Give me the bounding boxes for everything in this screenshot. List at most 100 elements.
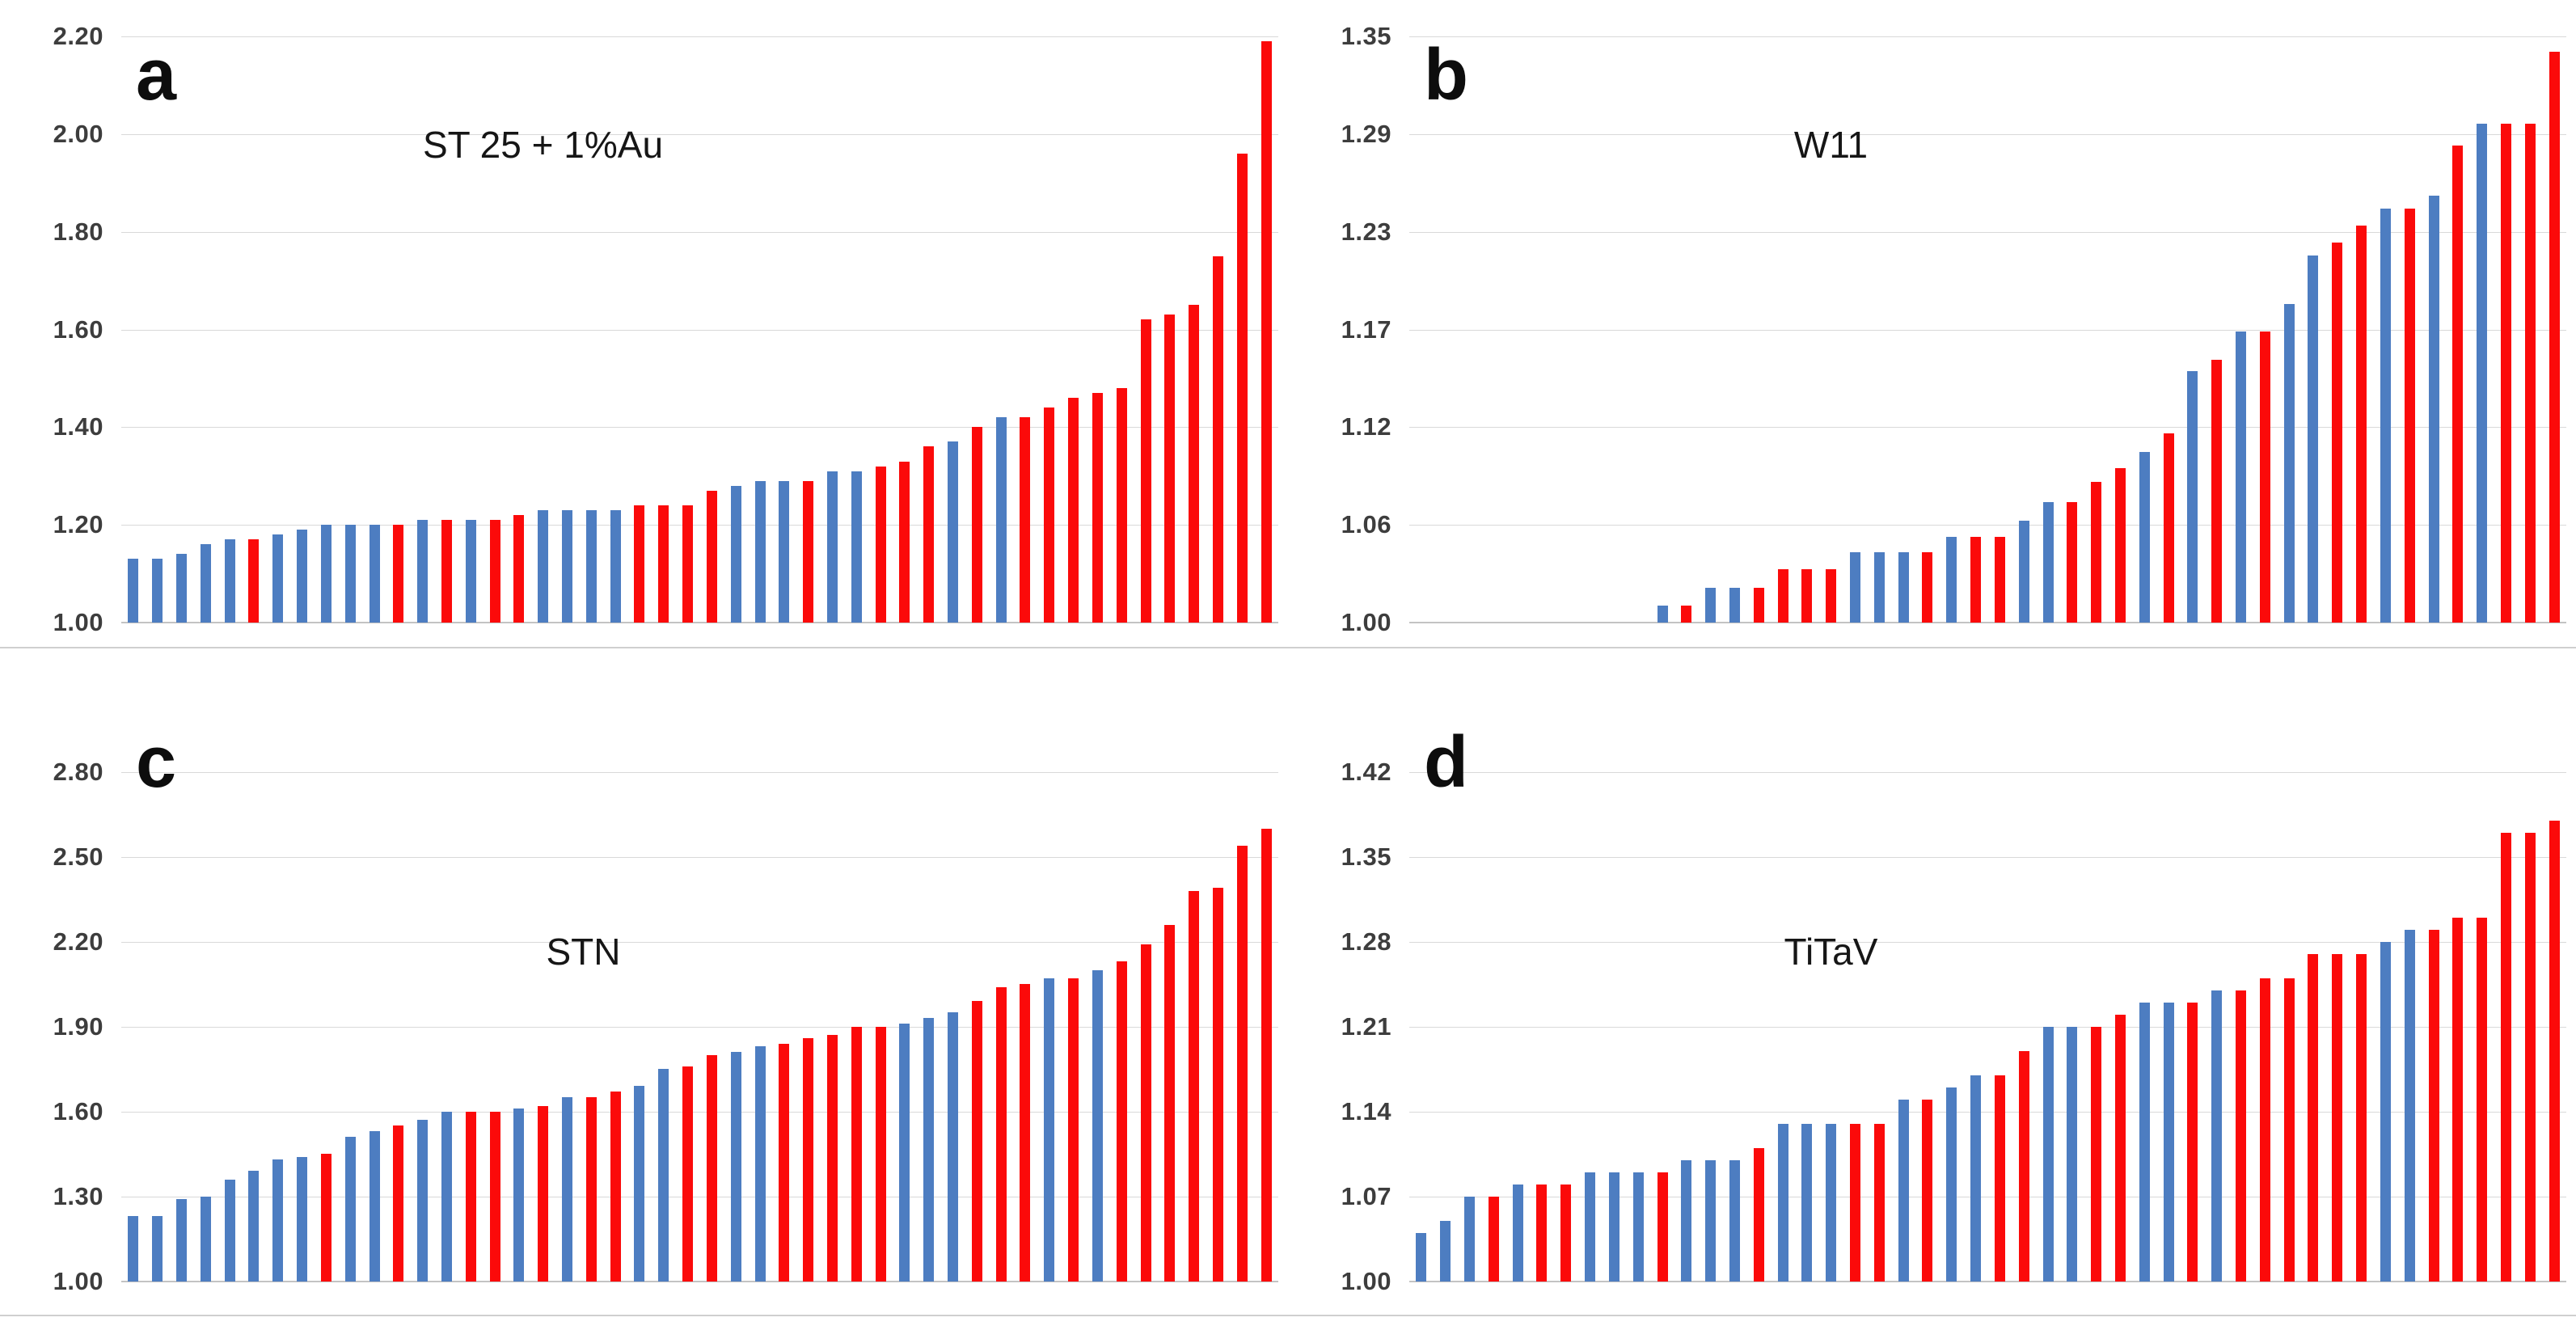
- bar-slot: [315, 36, 339, 623]
- y-tick-label: 1.60: [53, 315, 103, 344]
- bar-blue: [826, 471, 838, 623]
- bar-slot: [1062, 772, 1086, 1282]
- bar-slot: [2060, 772, 2084, 1282]
- bar-slot: [724, 772, 748, 1282]
- bar-red: [1560, 1185, 1572, 1282]
- bar-slot: [772, 36, 796, 623]
- bar-slot: [2397, 36, 2422, 623]
- bar-slot: [2374, 772, 2398, 1282]
- bar-slot: [315, 772, 339, 1282]
- bar-red: [1488, 1197, 1499, 1282]
- bar-red: [489, 1112, 500, 1282]
- bar-blue: [2139, 452, 2150, 623]
- bar-slot: [579, 772, 603, 1282]
- bar-slot: [1254, 36, 1278, 623]
- bar-blue: [200, 1197, 211, 1282]
- bar-slot: [1988, 36, 2012, 623]
- bar-red: [2236, 990, 2247, 1282]
- bar-red: [1189, 305, 1200, 623]
- bar-red: [2500, 124, 2511, 623]
- bar-blue: [1657, 606, 1668, 623]
- bar-slot: [531, 36, 555, 623]
- bar-slot: [676, 36, 700, 623]
- bar-red: [1850, 1124, 1861, 1282]
- bar-slot: [1206, 36, 1231, 623]
- bar-series: [1409, 772, 2566, 1282]
- bar-red: [971, 427, 982, 623]
- bar-slot: [1109, 772, 1134, 1282]
- bar-red: [995, 987, 1007, 1282]
- bar-red: [1164, 925, 1176, 1282]
- bar-slot: [531, 772, 555, 1282]
- bar-slot: [2109, 772, 2133, 1282]
- bar-slot: [989, 772, 1013, 1282]
- bar-slot: [458, 36, 483, 623]
- bar-slot: [2325, 36, 2350, 623]
- bar-slot: [1650, 772, 1674, 1282]
- gridline: [1409, 857, 2566, 858]
- gridline: [1409, 427, 2566, 429]
- bar-series: [1409, 36, 2566, 623]
- bar-slot: [242, 772, 266, 1282]
- bar-slot: [1940, 36, 1964, 623]
- bar-blue: [754, 481, 766, 623]
- bar-red: [2259, 978, 2270, 1282]
- bar-red: [489, 520, 500, 623]
- bar-slot: [1578, 772, 1603, 1282]
- bar-slot: [338, 36, 362, 623]
- panel-letter-c: c: [136, 722, 177, 803]
- axis-bottom-rule: [0, 647, 1288, 648]
- bar-blue: [948, 441, 959, 623]
- bar-slot: [555, 36, 580, 623]
- y-axis-a: 1.00 1.20 1.40 1.60 1.80 2.00 2.20: [0, 0, 121, 663]
- bar-red: [248, 539, 260, 623]
- gridline: [1409, 942, 2566, 943]
- bar-slot: [1037, 36, 1062, 623]
- y-tick-label: 1.21: [1341, 1012, 1391, 1041]
- bar-slot: [1843, 36, 1868, 623]
- bar-slot: [2229, 36, 2253, 623]
- bar-slot: [772, 772, 796, 1282]
- bar-slot: [242, 36, 266, 623]
- bar-red: [2549, 52, 2560, 623]
- bar-slot: [1505, 772, 1530, 1282]
- bar-slot: [1626, 772, 1650, 1282]
- bar-slot: [2446, 36, 2470, 623]
- bar-slot: [2374, 36, 2398, 623]
- y-axis-d: 1.00 1.07 1.14 1.21 1.28 1.35 1.42: [1288, 663, 1409, 1326]
- bar-red: [1236, 846, 1248, 1282]
- bar-slot: [1230, 36, 1254, 623]
- bar-slot: [2205, 772, 2229, 1282]
- bar-red: [2114, 468, 2126, 623]
- bar-blue: [779, 481, 790, 623]
- chart-title-b: W11: [1793, 124, 1869, 166]
- y-tick-label: 2.00: [53, 119, 103, 148]
- bar-red: [2524, 833, 2536, 1282]
- bar-slot: [1230, 772, 1254, 1282]
- bar-slot: [2036, 772, 2060, 1282]
- bar-blue: [634, 1086, 645, 1282]
- bar-slot: [1746, 772, 1771, 1282]
- bar-slot: [1988, 772, 2012, 1282]
- bar-blue: [1608, 1172, 1620, 1282]
- bar-slot: [1134, 36, 1158, 623]
- plot-area-b: [1409, 0, 2566, 663]
- bar-red: [2067, 502, 2078, 623]
- bar-slot: [2156, 36, 2181, 623]
- bar-red: [2283, 978, 2295, 1282]
- bar-slot: [1254, 772, 1278, 1282]
- bar-slot: [2084, 772, 2109, 1282]
- gridline: [121, 133, 1278, 135]
- bar-red: [2356, 226, 2367, 623]
- bar-blue: [1826, 1124, 1837, 1282]
- bar-blue: [2380, 209, 2391, 623]
- bar-red: [2428, 930, 2439, 1282]
- bar-red: [1261, 829, 1272, 1282]
- bar-red: [1681, 606, 1692, 623]
- bar-blue: [369, 525, 380, 623]
- bar-blue: [1681, 1160, 1692, 1282]
- bar-red: [875, 467, 886, 623]
- bar-slot: [868, 36, 893, 623]
- gridline: [1409, 329, 2566, 331]
- bar-slot: [748, 36, 772, 623]
